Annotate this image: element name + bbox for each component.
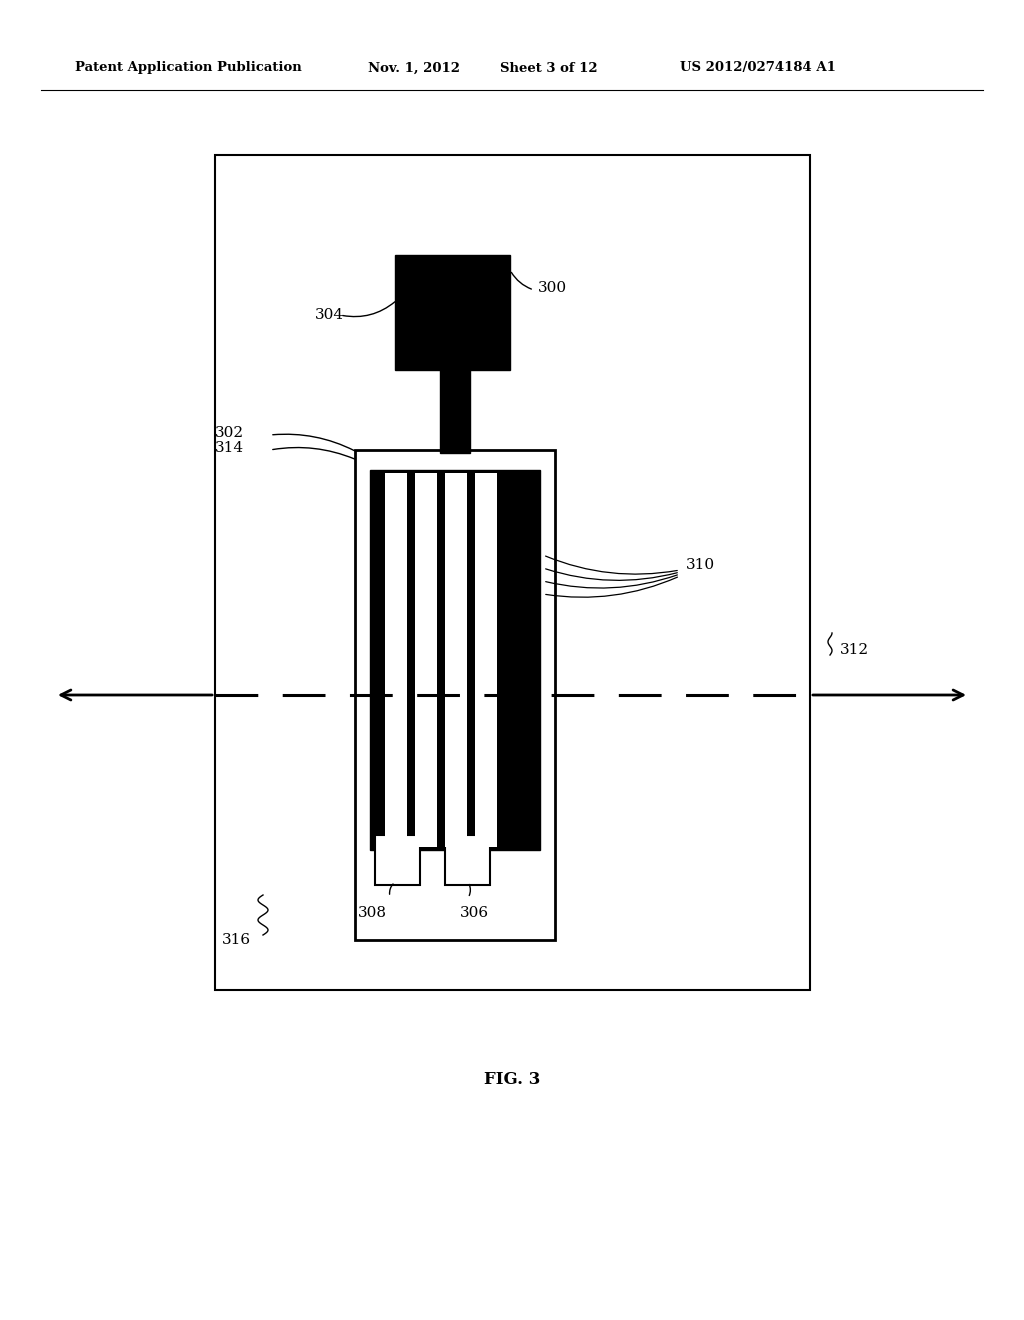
Text: US 2012/0274184 A1: US 2012/0274184 A1 bbox=[680, 62, 836, 74]
Text: 306: 306 bbox=[460, 906, 489, 920]
Text: 304: 304 bbox=[315, 308, 344, 322]
Text: Sheet 3 of 12: Sheet 3 of 12 bbox=[500, 62, 598, 74]
Bar bbox=[355, 450, 555, 940]
Bar bbox=[445, 473, 467, 847]
Bar bbox=[395, 255, 510, 370]
Bar bbox=[415, 473, 437, 847]
Text: 302: 302 bbox=[215, 426, 244, 440]
Bar bbox=[475, 473, 497, 847]
Bar bbox=[445, 836, 490, 884]
Text: 300: 300 bbox=[538, 281, 567, 294]
Bar bbox=[370, 470, 540, 850]
Text: 310: 310 bbox=[686, 558, 715, 572]
Text: 312: 312 bbox=[840, 643, 869, 657]
Text: Nov. 1, 2012: Nov. 1, 2012 bbox=[368, 62, 460, 74]
Bar bbox=[215, 154, 810, 990]
Text: 308: 308 bbox=[358, 906, 387, 920]
Text: 314: 314 bbox=[215, 441, 244, 455]
Text: Patent Application Publication: Patent Application Publication bbox=[75, 62, 302, 74]
Bar bbox=[440, 368, 470, 453]
Bar bbox=[375, 836, 420, 884]
Text: FIG. 3: FIG. 3 bbox=[483, 1072, 541, 1089]
Bar bbox=[385, 473, 407, 847]
Text: 316: 316 bbox=[222, 933, 251, 946]
